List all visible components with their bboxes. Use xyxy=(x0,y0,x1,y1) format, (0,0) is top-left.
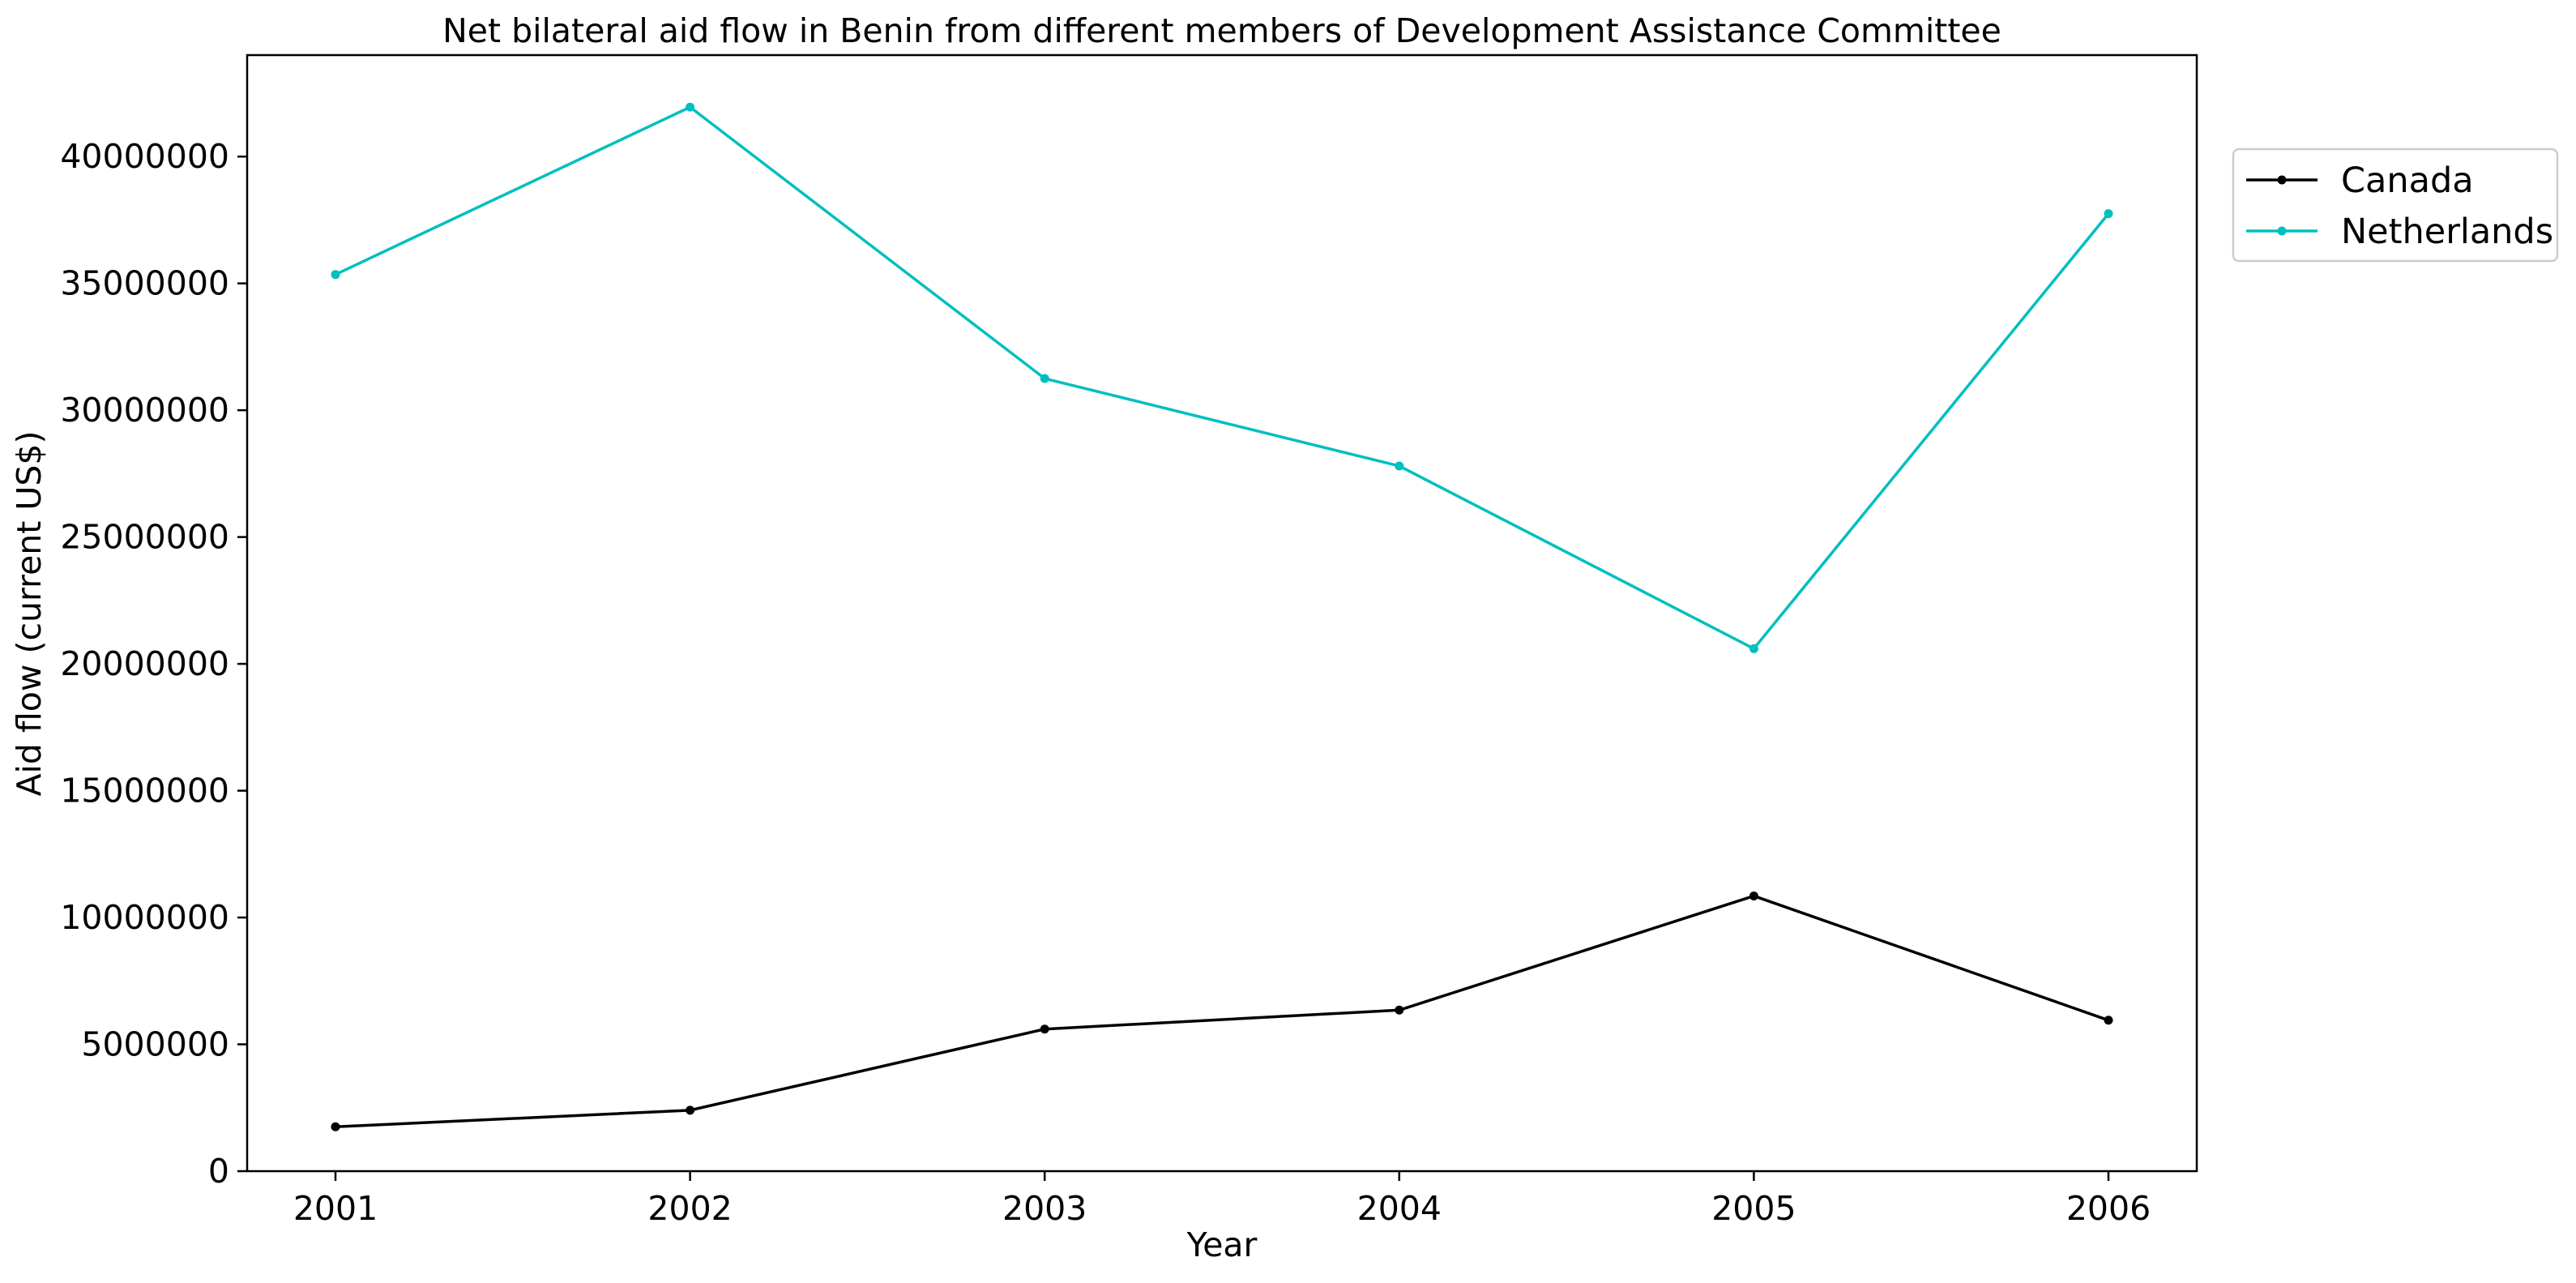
data-point-netherlands xyxy=(1040,374,1049,383)
y-tick-label: 10000000 xyxy=(60,898,229,937)
chart-title: Net bilateral aid flow in Benin from dif… xyxy=(442,11,2001,50)
data-point-netherlands xyxy=(1395,461,1404,471)
series-line-netherlands xyxy=(335,105,2110,651)
x-tick-label: 2002 xyxy=(647,1189,732,1228)
data-point-netherlands xyxy=(331,270,340,280)
data-point-netherlands xyxy=(686,102,695,112)
y-tick-label: 25000000 xyxy=(60,518,229,557)
data-point-canada xyxy=(2104,1016,2113,1025)
legend-marker-canada xyxy=(2277,175,2287,185)
legend-label-canada: Canada xyxy=(2341,160,2474,201)
data-point-canada xyxy=(1040,1024,1049,1034)
x-tick-label: 2003 xyxy=(1002,1189,1087,1228)
y-tick-label: 5000000 xyxy=(81,1025,229,1064)
data-point-canada xyxy=(1395,1005,1404,1015)
x-axis-label: Year xyxy=(1186,1225,1258,1264)
y-tick-label: 30000000 xyxy=(60,391,229,430)
plot-area-frame xyxy=(246,53,2198,1173)
x-tick-label: 2006 xyxy=(2066,1189,2151,1228)
y-axis-ticks: 0 5000000 10000000 15000000 20000000 25000000… xyxy=(60,137,247,1191)
series-line-canada xyxy=(335,894,2109,1128)
x-tick-label: 2005 xyxy=(1711,1189,1796,1228)
data-point-netherlands xyxy=(1749,644,1758,653)
data-point-canada xyxy=(1749,891,1758,900)
series-lines xyxy=(331,102,2113,1131)
y-tick-label: 15000000 xyxy=(60,772,229,810)
y-tick-label: 35000000 xyxy=(60,264,229,303)
data-point-canada xyxy=(331,1122,340,1131)
legend-box xyxy=(2232,148,2559,263)
y-tick-label: 0 xyxy=(208,1152,229,1191)
x-tick-label: 2001 xyxy=(293,1189,378,1228)
x-tick-label: 2004 xyxy=(1357,1189,1442,1228)
data-point-canada xyxy=(686,1106,695,1115)
y-tick-label: 40000000 xyxy=(60,137,229,176)
legend: Canada Netherlands xyxy=(2232,148,2559,263)
y-tick-label: 20000000 xyxy=(60,644,229,683)
y-axis-label: Aid flow (current US$) xyxy=(10,430,49,796)
legend-marker-netherlands xyxy=(2277,226,2287,236)
x-axis-ticks: 2001 2002 2003 2004 2005 2006 xyxy=(293,1171,2151,1228)
data-point-netherlands xyxy=(2104,209,2113,219)
legend-label-netherlands: Netherlands xyxy=(2341,212,2553,252)
